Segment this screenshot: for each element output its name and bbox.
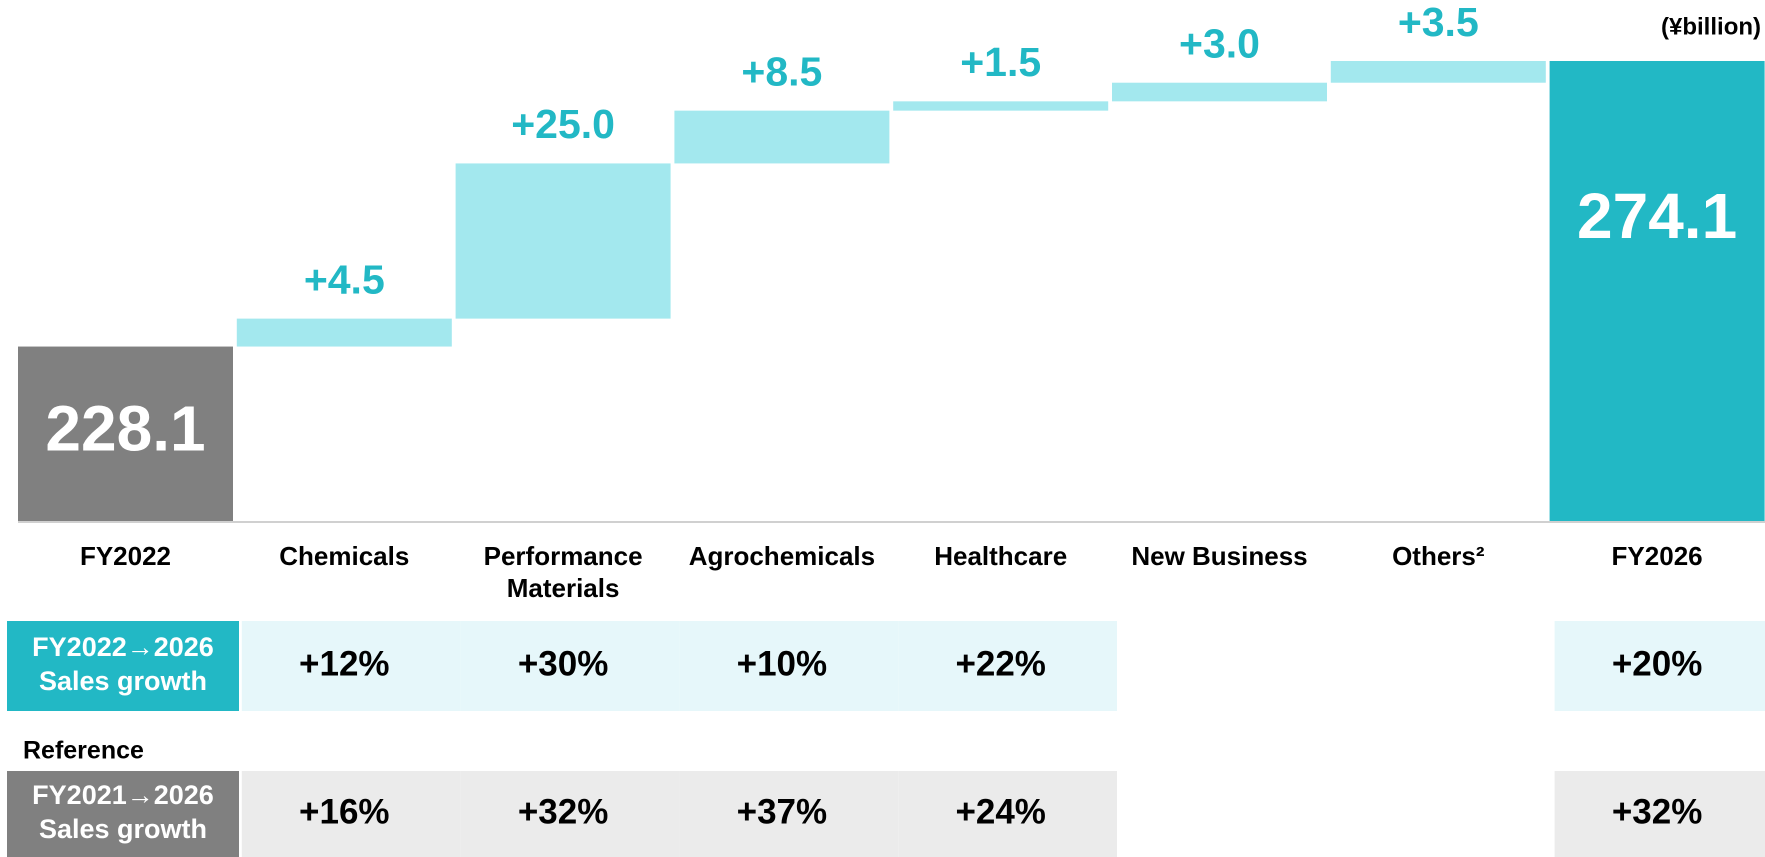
category-label: Healthcare [934,541,1067,571]
growth-cell: +22% [955,644,1046,683]
cell-background [898,771,1117,857]
growth-cell: +10% [737,644,828,683]
growth-cell: +30% [518,644,609,683]
value-label: +3.0 [1179,21,1260,67]
growth-cell: +37% [737,792,828,831]
value-label: 228.1 [45,393,205,465]
category-label: Performance Materials [484,541,643,603]
row-label: Sales growth [39,666,207,696]
growth-cell: +16% [299,792,390,831]
cell-background [1554,771,1765,857]
row-label: Sales growth [39,814,207,844]
value-label: +1.5 [960,39,1041,85]
bar [893,101,1109,111]
value-label: 274.1 [1577,180,1737,252]
value-label: +4.5 [304,256,385,302]
bar [674,110,890,164]
unit-label: (¥billion) [1661,13,1761,40]
category-label: FY2026 [1612,541,1703,571]
row-label: FY2021→2026 [32,780,214,810]
category-label: FY2022 [80,541,171,571]
growth-cell: +32% [1612,792,1703,831]
bar [1112,82,1327,102]
value-label: +3.5 [1398,0,1479,45]
cell-background [898,621,1117,711]
bar [236,318,452,347]
cell-background [1554,621,1765,711]
growth-cell: +12% [299,644,390,683]
row-label: FY2022→2026 [32,632,214,662]
row-label-box [7,621,239,711]
category-label: Agrochemicals [689,541,875,571]
growth-cell: +20% [1612,644,1703,683]
cell-background [460,621,680,711]
value-label: +8.5 [741,48,822,94]
cell-background [460,771,680,857]
category-label: Chemicals [279,541,409,571]
bar [455,163,671,319]
row-label-box [7,771,239,857]
value-label: +25.0 [511,101,615,147]
growth-cell: +32% [518,792,609,831]
bar [18,346,233,521]
bar [1549,60,1765,521]
cell-background [241,771,461,857]
cell-background [241,621,461,711]
bar [1330,60,1546,83]
reference-label: Reference [23,737,144,765]
cell-background [679,621,899,711]
category-label: New Business [1131,541,1307,571]
cell-background [679,771,899,857]
category-label: Others² [1392,541,1485,571]
growth-cell: +24% [955,792,1046,831]
